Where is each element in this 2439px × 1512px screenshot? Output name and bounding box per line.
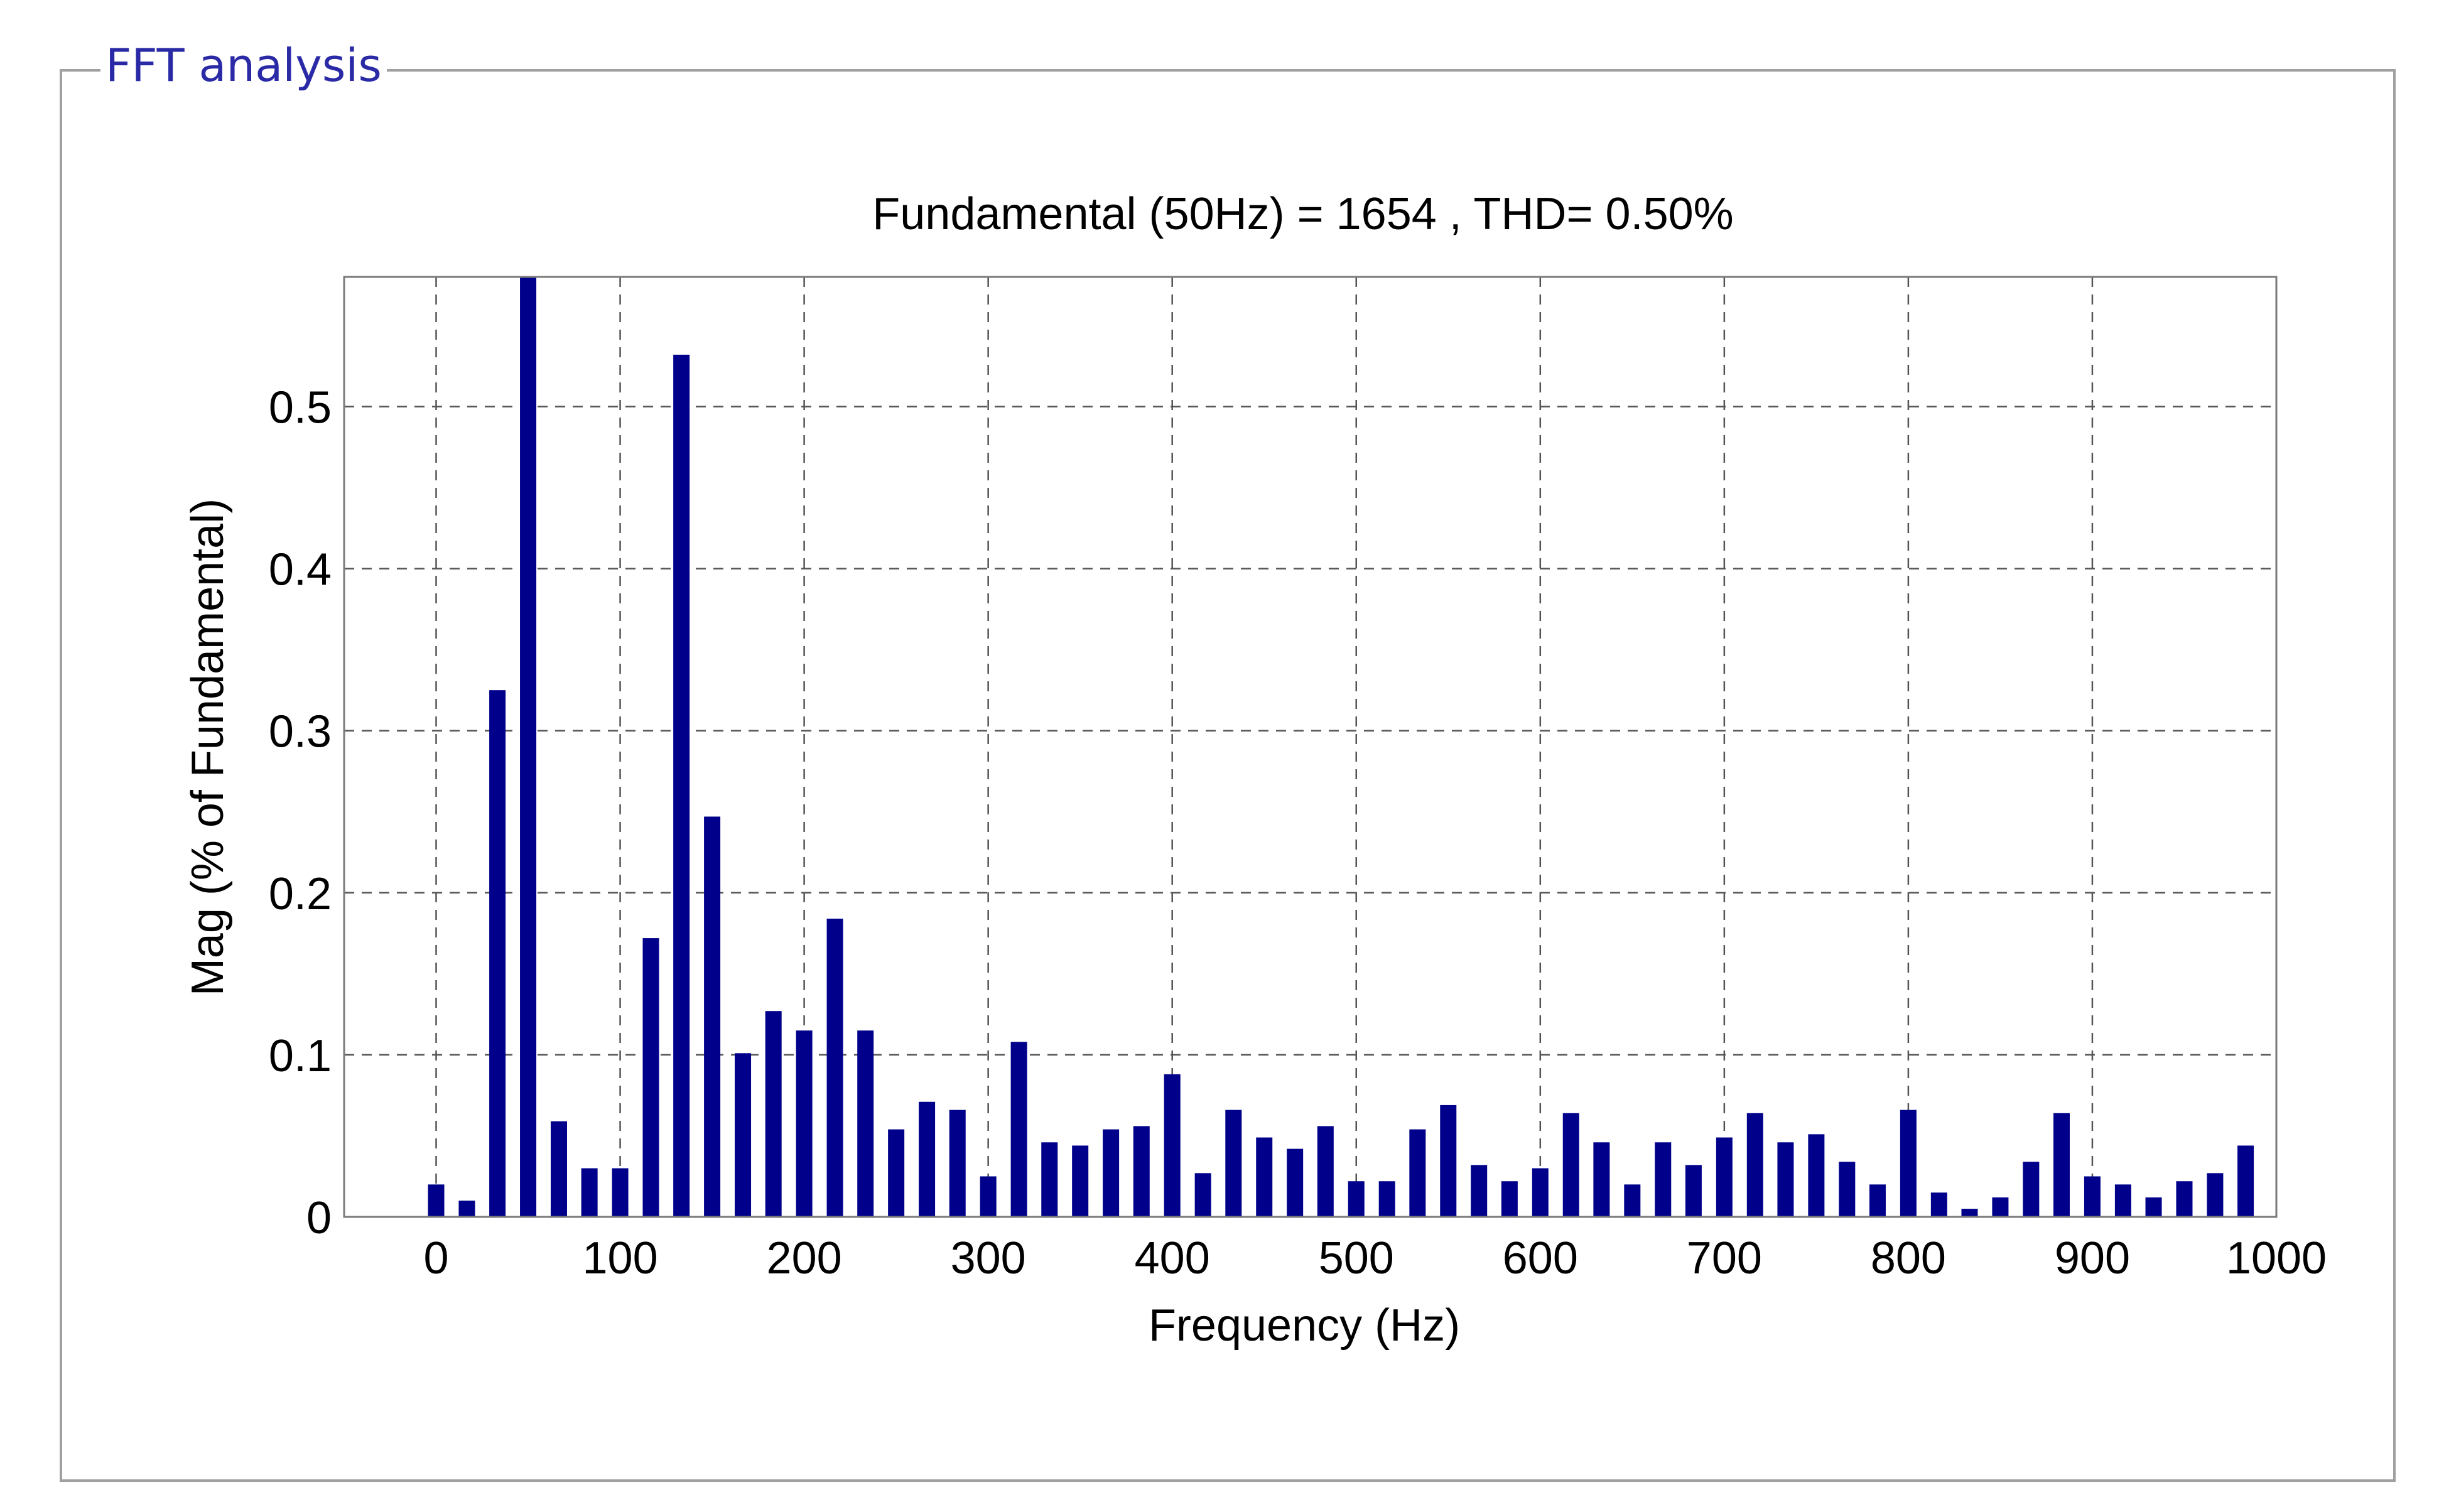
bar (2207, 1173, 2224, 1217)
bars (428, 277, 2254, 1217)
bar (1348, 1181, 1365, 1217)
bar (1440, 1104, 1457, 1217)
bar (1961, 1209, 1978, 1217)
bar (1839, 1162, 1856, 1217)
bar (1133, 1126, 1150, 1217)
x-axis-label: Frequency (Hz) (1149, 1300, 1460, 1351)
bar (1685, 1165, 1702, 1217)
x-tick-label: 800 (1871, 1233, 1946, 1283)
bar (1225, 1110, 1242, 1217)
x-tick-labels: 0 100 200 300 400 500 600 700 800 900 1000 (424, 1233, 2327, 1283)
bar (1041, 1142, 1058, 1217)
bar (520, 277, 537, 1217)
y-tick-label: 0 (306, 1193, 332, 1243)
bar (2145, 1197, 2162, 1217)
x-tick-label: 100 (583, 1233, 658, 1283)
bar (1471, 1165, 1488, 1217)
bar (2237, 1145, 2254, 1217)
x-tick-label: 400 (1135, 1233, 1210, 1283)
bar (1532, 1168, 1549, 1217)
bar (1992, 1197, 2009, 1217)
bar (704, 816, 721, 1217)
bar (735, 1053, 752, 1217)
bar (612, 1168, 629, 1217)
y-tick-label: 0.1 (269, 1031, 332, 1081)
bar (1593, 1142, 1610, 1217)
bar (1010, 1042, 1027, 1217)
bar (1777, 1142, 1794, 1217)
bar (1501, 1181, 1518, 1217)
bar (888, 1129, 905, 1217)
bar (1900, 1110, 1917, 1217)
bar (489, 690, 506, 1217)
x-tick-label: 0 (424, 1233, 449, 1283)
x-tick-label: 1000 (2226, 1233, 2327, 1283)
bar (1317, 1126, 1334, 1217)
x-tick-label: 300 (951, 1233, 1026, 1283)
plot-area (343, 276, 2278, 1218)
bar (796, 1030, 813, 1217)
grid-lines (344, 277, 2278, 1217)
bar (1808, 1134, 1825, 1217)
bar (857, 1030, 874, 1217)
bar (581, 1168, 598, 1217)
chart-title: Fundamental (50Hz) = 1654 , THD= 0.50% (872, 189, 1733, 239)
bar (550, 1121, 567, 1217)
y-tick-label: 0.5 (269, 382, 332, 433)
bar (2114, 1184, 2131, 1217)
bar (2176, 1181, 2193, 1217)
bar (458, 1201, 475, 1217)
bar (1164, 1074, 1181, 1217)
bar (1624, 1184, 1641, 1217)
bar (1869, 1184, 1886, 1217)
x-tick-label: 600 (1503, 1233, 1578, 1283)
bar (919, 1101, 936, 1217)
bar (1256, 1137, 1273, 1217)
y-tick-labels: 0 0.1 0.2 0.3 0.4 0.5 (269, 382, 332, 1243)
bar (1378, 1181, 1395, 1217)
bar (2084, 1176, 2101, 1217)
bar (1746, 1113, 1763, 1217)
y-tick-label: 0.2 (269, 869, 332, 919)
bar (642, 938, 659, 1217)
bar (1409, 1129, 1426, 1217)
bar (980, 1176, 997, 1217)
bar (949, 1110, 966, 1217)
bar (1930, 1192, 1947, 1217)
bar (1562, 1113, 1579, 1217)
fft-analysis-panel (60, 69, 2396, 1482)
bar (1103, 1129, 1120, 1217)
bar (428, 1184, 445, 1217)
y-axis-label: Mag (% of Fundamental) (183, 499, 233, 996)
x-tick-label: 700 (1687, 1233, 1762, 1283)
bar (1072, 1145, 1089, 1217)
y-tick-label: 0.3 (269, 707, 332, 757)
bar (1716, 1137, 1733, 1217)
bar (673, 354, 690, 1217)
bar (826, 919, 843, 1217)
x-tick-label: 900 (2055, 1233, 2130, 1283)
panel-title: FFT analysis (100, 43, 387, 88)
x-tick-label: 500 (1319, 1233, 1394, 1283)
bar (1194, 1173, 1211, 1217)
bar (765, 1011, 782, 1217)
bar (2023, 1162, 2040, 1217)
x-tick-label: 200 (767, 1233, 842, 1283)
bar (1287, 1148, 1304, 1217)
bar (1655, 1142, 1672, 1217)
bar (2053, 1113, 2070, 1217)
y-tick-label: 0.4 (269, 545, 332, 595)
